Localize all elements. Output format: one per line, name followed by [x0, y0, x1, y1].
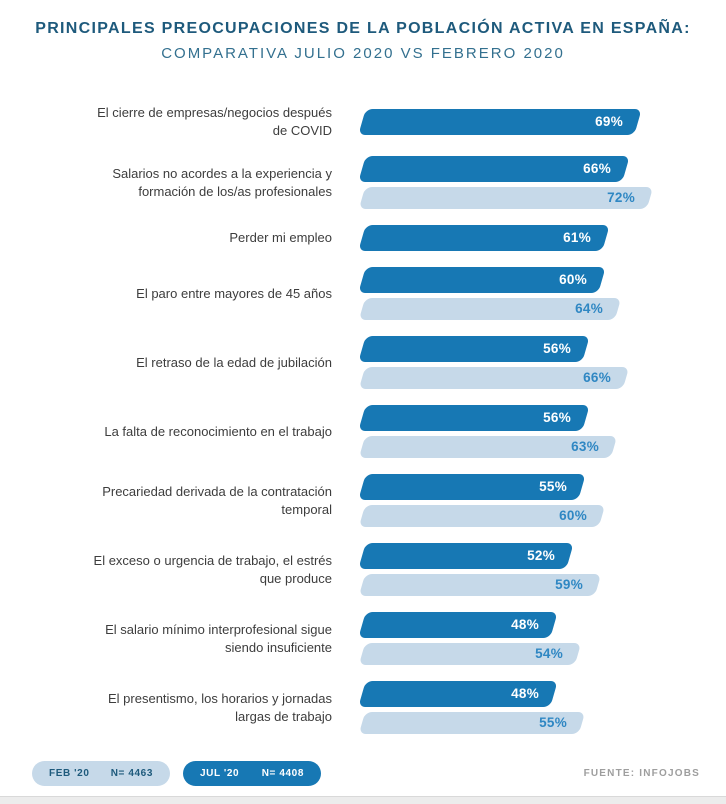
chart-subtitle: COMPARATIVA JULIO 2020 VS FEBRERO 2020: [161, 45, 565, 62]
bar-value-label: 66%: [583, 161, 611, 177]
bar-value-label: 64%: [575, 301, 603, 317]
bar-value-label: 61%: [563, 230, 591, 246]
legend-feb-sample-size: N= 4463: [110, 768, 153, 779]
chart-row: El retraso de la edad de jubilación 56% 66…: [32, 336, 726, 390]
bar-group: 56% 63%: [358, 405, 726, 459]
legend-jul-sample-size: N= 4408: [261, 768, 304, 779]
bar-jul-20: 69%: [358, 109, 642, 136]
legend-feb-pill: FEB '20 N= 4463: [32, 761, 170, 786]
bar-group: 48% 54%: [358, 612, 726, 666]
bar-feb-20: 66%: [358, 367, 630, 390]
bar-group: 66% 72%: [358, 156, 726, 210]
chart-row: La falta de reconocimiento en el trabajo…: [32, 405, 726, 459]
bar-value-label: 66%: [583, 370, 611, 386]
bar-feb-20: 60%: [358, 505, 606, 528]
bar-feb-20: 64%: [358, 298, 622, 321]
chart-row: Perder mi empleo 61%: [32, 225, 726, 252]
bar-group: 48% 55%: [358, 681, 726, 735]
category-label: Perder mi empleo: [229, 230, 332, 246]
bar-value-label: 56%: [543, 410, 571, 426]
category-label: El cierre de empresas/negocios después d…: [97, 105, 332, 139]
bar-group: 61%: [358, 225, 726, 252]
bar-jul-20: 52%: [358, 543, 574, 570]
chart-row: El salario mínimo interprofesional sigue…: [32, 612, 726, 666]
category-label: El paro entre mayores de 45 años: [136, 285, 332, 301]
bar-value-label: 48%: [511, 686, 539, 702]
bar-value-label: 72%: [607, 190, 635, 206]
bar-value-label: 63%: [571, 439, 599, 455]
bar-group: 60% 64%: [358, 267, 726, 321]
bar-feb-20: 63%: [358, 436, 618, 459]
bar-value-label: 60%: [559, 272, 587, 288]
chart-row: El paro entre mayores de 45 años 60% 64%: [32, 267, 726, 321]
bar-value-label: 56%: [543, 341, 571, 357]
bar-value-label: 55%: [539, 715, 567, 731]
bar-group: 52% 59%: [358, 543, 726, 597]
chart-title: PRINCIPALES PREOCUPACIONES DE LA POBLACI…: [35, 20, 691, 37]
chart-row: El presentismo, los horarios y jornadas …: [32, 681, 726, 735]
chart-header: PRINCIPALES PREOCUPACIONES DE LA POBLACI…: [0, 0, 726, 62]
legend-jul-label: JUL '20: [200, 768, 240, 779]
chart-row: El cierre de empresas/negocios después d…: [32, 104, 726, 140]
chart-row: Precariedad derivada de la contratación …: [32, 474, 726, 528]
bar-jul-20: 56%: [358, 336, 590, 363]
chart-row: Salarios no acordes a la experiencia y f…: [32, 156, 726, 210]
bar-jul-20: 55%: [358, 474, 586, 501]
page-bottom-strip: [0, 796, 726, 804]
category-label: El exceso o urgencia de trabajo, el estr…: [93, 552, 332, 586]
category-label: Salarios no acordes a la experiencia y f…: [112, 165, 332, 199]
bar-jul-20: 66%: [358, 156, 630, 183]
bar-value-label: 69%: [595, 114, 623, 130]
bar-group: 56% 66%: [358, 336, 726, 390]
category-label: El presentismo, los horarios y jornadas …: [108, 690, 332, 724]
bar-chart: El cierre de empresas/negocios después d…: [0, 104, 726, 735]
chart-footer: FEB '20 N= 4463 JUL '20 N= 4408 FUENTE: …: [0, 761, 726, 786]
bar-value-label: 54%: [535, 646, 563, 662]
bar-value-label: 48%: [511, 617, 539, 633]
category-label: La falta de reconocimiento en el trabajo: [104, 423, 332, 439]
category-label: El salario mínimo interprofesional sigue…: [105, 621, 332, 655]
bar-jul-20: 61%: [358, 225, 610, 252]
bar-feb-20: 72%: [358, 187, 654, 210]
bar-jul-20: 48%: [358, 681, 558, 708]
chart-row: El exceso o urgencia de trabajo, el estr…: [32, 543, 726, 597]
bar-group: 55% 60%: [358, 474, 726, 528]
bar-value-label: 52%: [527, 548, 555, 564]
bar-jul-20: 48%: [358, 612, 558, 639]
category-label: El retraso de la edad de jubilación: [136, 354, 332, 370]
bar-group: 69%: [358, 109, 726, 136]
bar-jul-20: 56%: [358, 405, 590, 432]
legend-jul-pill: JUL '20 N= 4408: [183, 761, 321, 786]
legend-feb-label: FEB '20: [49, 768, 90, 779]
bar-value-label: 60%: [559, 508, 587, 524]
bar-feb-20: 54%: [358, 643, 582, 666]
category-label: Precariedad derivada de la contratación …: [102, 483, 332, 517]
bar-value-label: 59%: [555, 577, 583, 593]
bar-feb-20: 55%: [358, 712, 586, 735]
bar-value-label: 55%: [539, 479, 567, 495]
source-credit: FUENTE: INFOJOBS: [583, 768, 700, 779]
bar-jul-20: 60%: [358, 267, 606, 294]
chart-legend: FEB '20 N= 4463 JUL '20 N= 4408: [32, 761, 321, 786]
bar-feb-20: 59%: [358, 574, 602, 597]
